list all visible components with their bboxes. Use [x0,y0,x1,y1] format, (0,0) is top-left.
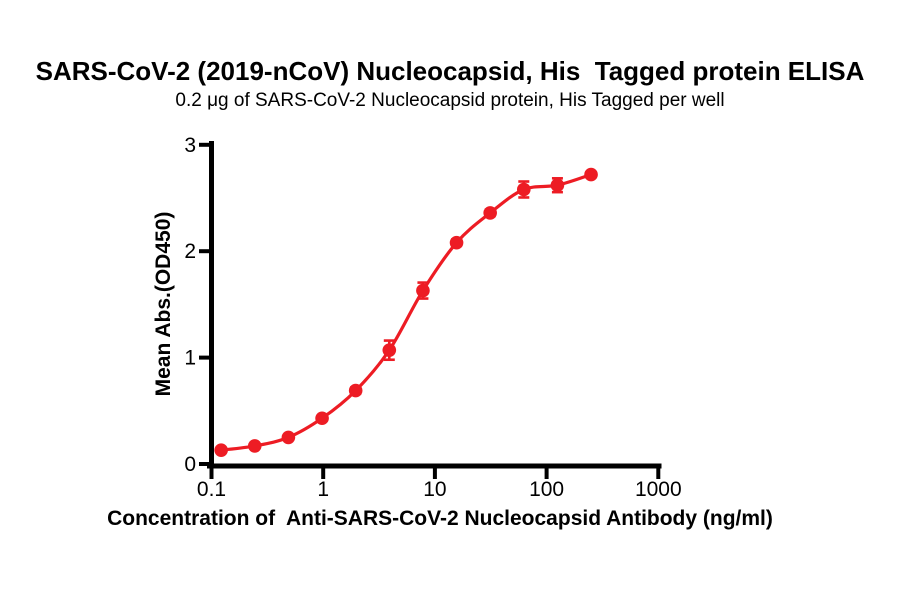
y-tick-label: 1 [184,347,196,370]
x-axis-label: Concentration of Anti-SARS-CoV-2 Nucleoc… [107,507,773,530]
x-tick-label: 1 [317,478,329,501]
x-tick-label: 10 [423,478,446,501]
data-point [382,343,397,357]
data-point [214,443,228,457]
data-point [516,182,531,197]
chart-title: SARS-CoV-2 (2019-nCoV) Nucleocapsid, His… [35,56,865,86]
data-point [483,206,497,220]
data-point [550,178,565,193]
fit-curve [219,172,593,452]
data-point [348,383,363,398]
data-point [449,235,464,250]
data-point [281,430,296,445]
data-point [416,283,430,298]
y-tick-label: 3 [184,134,196,157]
data-point [247,439,262,453]
data-point [584,167,598,182]
data-point [315,411,329,426]
y-tick-label: 0 [184,453,196,476]
x-tick-label: 100 [529,478,564,501]
y-tick-label: 2 [184,240,196,263]
chart-subtitle: 0.2 μg of SARS-CoV-2 Nucleocapsid protei… [175,90,725,111]
x-tick-label: 0.1 [197,478,226,501]
x-tick-label: 1000 [635,478,682,501]
